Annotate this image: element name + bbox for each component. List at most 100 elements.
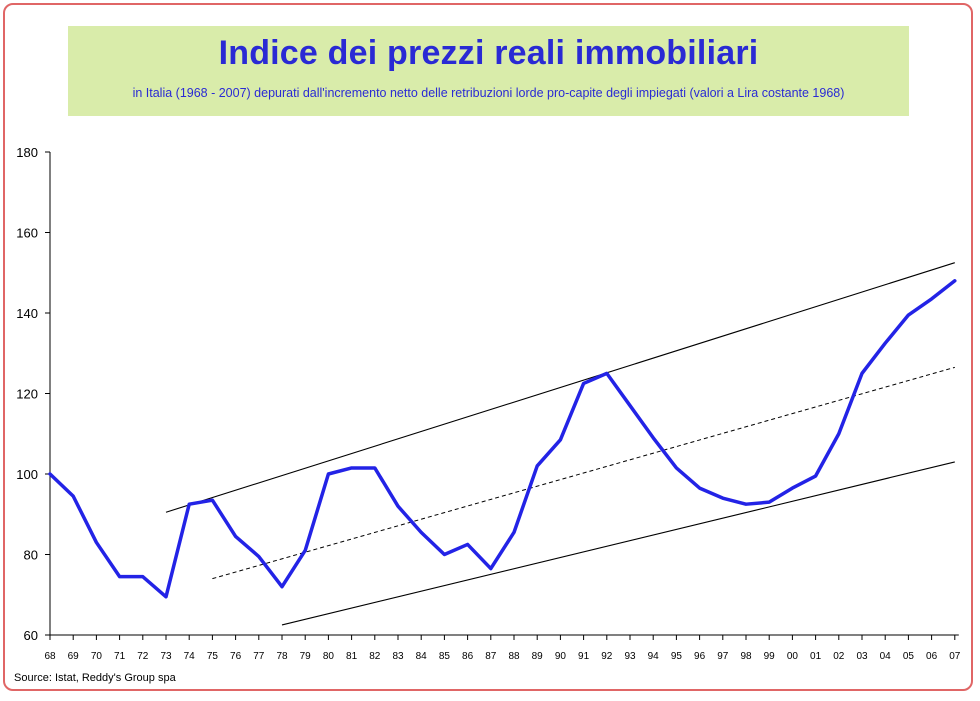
- x-tick-label: 91: [578, 651, 590, 662]
- x-tick-label: 81: [346, 651, 358, 662]
- y-tick-label: 180: [16, 145, 38, 160]
- data-point: [490, 567, 492, 570]
- trend-line-solid: [281, 461, 955, 626]
- series-line-0: [48, 279, 957, 599]
- x-tick-label: 03: [856, 651, 868, 662]
- data-point: [536, 465, 538, 467]
- x-tick-label: 95: [671, 651, 683, 662]
- data-point: [49, 473, 51, 475]
- x-tick-label: 77: [253, 651, 265, 662]
- data-point: [954, 280, 956, 282]
- series-layer: [48, 279, 957, 599]
- x-tick-label: 89: [532, 651, 544, 662]
- x-tick-label: 00: [787, 651, 799, 662]
- data-point: [815, 475, 817, 477]
- data-point: [606, 372, 608, 374]
- data-point: [397, 505, 399, 507]
- data-point: [513, 531, 515, 533]
- data-point: [699, 487, 701, 489]
- trend-line-solid: [165, 262, 955, 513]
- data-point: [907, 314, 910, 316]
- x-tick-label: 97: [717, 651, 729, 662]
- trend-lines: [165, 262, 955, 626]
- data-point: [95, 541, 97, 544]
- data-point: [235, 535, 237, 537]
- chart-title: Indice dei prezzi reali immobiliari: [218, 34, 759, 72]
- chart-subtitle: in Italia (1968 - 2007) depurati dall'in…: [132, 86, 845, 100]
- data-point: [931, 298, 933, 300]
- x-tick-label: 92: [601, 651, 613, 662]
- y-tick-labels: 60 80 100 120 140 160 180: [16, 145, 38, 643]
- x-tick-label: 80: [323, 651, 335, 662]
- data-point: [351, 467, 353, 469]
- x-tick-label: 71: [114, 651, 126, 662]
- x-tick-label: 79: [300, 651, 312, 662]
- y-tick-label: 140: [16, 306, 38, 321]
- x-tick-label: 68: [44, 651, 56, 662]
- x-tick-label: 78: [276, 651, 288, 662]
- x-tick-label: 86: [462, 651, 474, 662]
- data-point: [304, 549, 306, 552]
- data-point: [583, 382, 585, 385]
- x-tick-label: 04: [880, 651, 892, 662]
- data-point: [768, 501, 770, 503]
- x-tick-label: 70: [91, 651, 103, 662]
- y-tick-label: 60: [24, 628, 38, 643]
- x-tick-label: 73: [160, 651, 172, 662]
- data-point: [72, 495, 74, 497]
- data-point: [211, 499, 213, 501]
- axes: [45, 151, 959, 640]
- x-tick-label: 90: [555, 651, 567, 662]
- data-point: [258, 555, 260, 558]
- y-tick-label: 160: [16, 226, 38, 241]
- data-point: [861, 372, 863, 374]
- x-tick-labels: 68 69 70 71 72 73 74 75 76 77 78 79 80 81 82 83 84 85 86 87…: [44, 651, 960, 662]
- data-point: [188, 503, 190, 505]
- x-tick-label: 76: [230, 651, 242, 662]
- x-tick-label: 93: [624, 651, 636, 662]
- x-tick-label: 94: [648, 651, 660, 662]
- x-tick-label: 05: [903, 651, 915, 662]
- x-tick-label: 96: [694, 651, 706, 662]
- data-point: [559, 439, 562, 441]
- x-tick-label: 06: [926, 651, 938, 662]
- x-tick-label: 83: [392, 651, 404, 662]
- source-note: Source: Istat, Reddy's Group spa: [14, 672, 176, 684]
- x-tick-label: 69: [68, 651, 80, 662]
- x-tick-label: 01: [810, 651, 822, 662]
- y-tick-label: 120: [16, 387, 38, 402]
- data-point: [142, 576, 144, 578]
- y-tick-label: 80: [24, 548, 38, 563]
- data-point: [165, 596, 167, 598]
- data-point: [420, 531, 422, 533]
- data-point: [327, 473, 329, 475]
- data-point: [745, 503, 747, 505]
- data-point: [467, 543, 469, 546]
- data-point: [838, 433, 840, 435]
- data-point: [119, 576, 121, 578]
- title-banner: Indice dei prezzi reali immobiliari in I…: [68, 26, 909, 116]
- data-point: [443, 553, 445, 556]
- data-point: [374, 467, 376, 469]
- data-point: [281, 586, 283, 588]
- x-tick-label: 75: [207, 651, 219, 662]
- x-tick-label: 85: [439, 651, 451, 662]
- x-tick-label: 88: [508, 651, 520, 662]
- chart-frame: [3, 3, 973, 691]
- data-point: [629, 404, 631, 407]
- y-tick-label: 100: [16, 467, 38, 482]
- x-tick-label: 87: [485, 651, 497, 662]
- x-tick-label: 98: [740, 651, 752, 662]
- x-tick-label: 07: [949, 651, 961, 662]
- data-point: [791, 487, 794, 489]
- data-point: [652, 437, 654, 439]
- x-tick-label: 72: [137, 651, 149, 662]
- data-point: [722, 497, 724, 499]
- x-tick-label: 74: [184, 651, 196, 662]
- data-point: [884, 342, 886, 344]
- x-tick-label: 84: [416, 651, 428, 662]
- x-tick-label: 82: [369, 651, 381, 662]
- data-point: [675, 467, 678, 469]
- x-tick-label: 02: [833, 651, 845, 662]
